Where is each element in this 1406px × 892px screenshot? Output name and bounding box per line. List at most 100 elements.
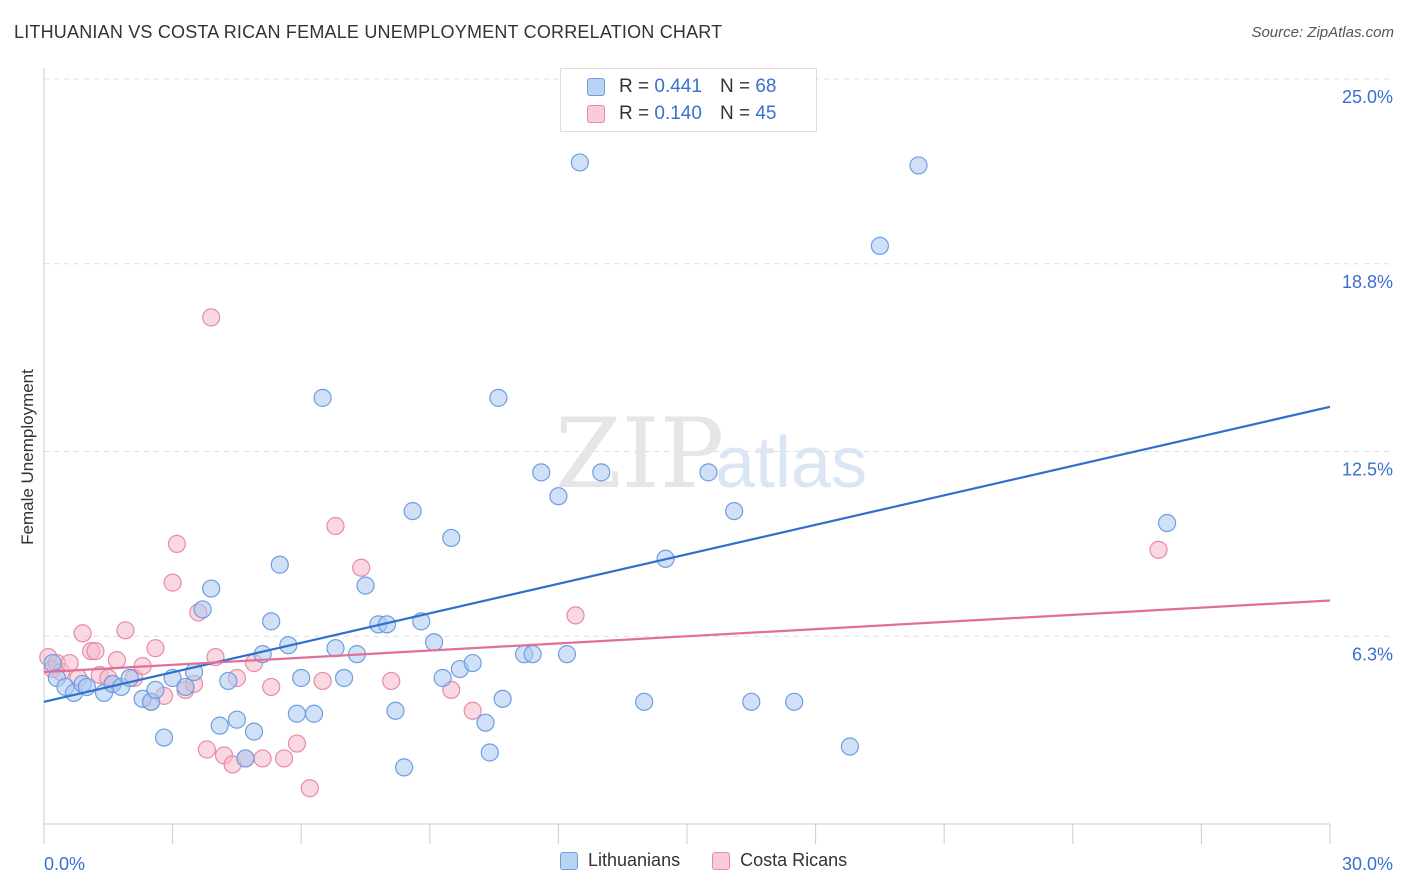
costa-ricans-point — [313, 671, 332, 691]
lithuanians-point — [356, 576, 375, 595]
lithuanians-point — [176, 677, 195, 697]
y-axis-label: Female Unemployment — [18, 369, 37, 545]
costa-ricans-points — [39, 308, 1168, 798]
costa-ricans-point — [326, 516, 345, 536]
lithuanians-point — [219, 671, 238, 691]
costa-ricans-point — [287, 734, 307, 753]
legend-r-value: 0.441 — [654, 76, 702, 97]
lithuanians-point — [334, 668, 354, 688]
lithuanians-point — [424, 633, 444, 652]
x-tick-label-min: 0.0% — [44, 854, 85, 874]
watermark-zip: ZIP — [555, 398, 724, 510]
lithuanians-point — [635, 692, 654, 711]
watermark-atlas: atlas — [715, 423, 867, 503]
lithuanians-point — [386, 701, 405, 720]
costa-ricans-point — [382, 671, 401, 691]
legend-swatch-pink — [587, 105, 605, 123]
legend-r-value: 0.140 — [654, 103, 702, 124]
lithuanians-point — [742, 692, 761, 711]
lithuanians-point — [909, 156, 928, 175]
watermark: ZIP atlas — [555, 398, 867, 510]
lithuanians-point — [785, 692, 804, 711]
lithuanians-trend-line — [43, 405, 1331, 703]
stats-legend: R = 0.441 N = 68 R = 0.140 N = 45 — [560, 68, 817, 132]
lithuanians-point — [262, 612, 281, 631]
lithuanians-point — [725, 502, 744, 521]
costa-ricans-point — [352, 558, 371, 577]
lithuanians-point — [193, 600, 212, 619]
lithuanians-point — [326, 639, 345, 658]
costa-ricans-point — [86, 642, 105, 661]
y-tick-label: 18.8% — [1342, 272, 1393, 292]
lithuanians-point — [570, 153, 589, 172]
legend-label-lithuanians: Lithuanians — [588, 850, 681, 870]
legend-row-lithuanians: R = 0.441 N = 68 — [587, 74, 776, 100]
legend-swatch-blue — [560, 851, 578, 870]
source-label: Source: ZipAtlas.com — [1251, 24, 1394, 41]
costa-ricans-point — [197, 740, 216, 759]
gridlines — [44, 78, 1394, 637]
legend-swatch-blue — [587, 78, 605, 96]
costa-ricans-point — [1149, 540, 1168, 559]
legend-n-value: 68 — [755, 76, 777, 97]
lithuanians-point — [202, 579, 221, 598]
costa-ricans-point — [167, 534, 186, 553]
axes — [43, 68, 1331, 844]
lithuanians-point — [840, 737, 859, 756]
costa-ricans-point — [202, 308, 221, 327]
y-tick-labels: 6.3% 12.5% 18.8% 25.0% — [1342, 87, 1393, 664]
lithuanians-point — [480, 743, 499, 762]
y-tick-label: 25.0% — [1342, 87, 1393, 107]
legend-r-label: R = — [619, 103, 650, 124]
lithuanians-point — [1158, 513, 1177, 533]
lithuanians-point — [304, 704, 324, 723]
series-legend: Lithuanians Costa Ricans — [560, 850, 879, 871]
costa-ricans-trend-line — [43, 599, 1331, 674]
costa-ricans-point — [463, 701, 482, 720]
legend-n-value: 45 — [755, 103, 777, 124]
lithuanians-point — [699, 463, 718, 482]
lithuanians-point — [236, 749, 255, 768]
lithuanians-point — [292, 668, 311, 688]
y-tick-label: 12.5% — [1342, 460, 1393, 480]
legend-swatch-pink — [712, 851, 731, 870]
lithuanians-point — [43, 653, 62, 673]
legend-item-lithuanians: Lithuanians — [560, 850, 680, 871]
lithuanians-point — [442, 528, 461, 548]
legend-item-costa-ricans: Costa Ricans — [712, 850, 847, 871]
lithuanians-point — [433, 668, 452, 688]
costa-ricans-point — [300, 779, 319, 798]
legend-n-label: N = — [719, 103, 751, 124]
lithuanians-point — [592, 463, 611, 482]
x-tick-label-max: 30.0% — [1342, 854, 1393, 874]
costa-ricans-point — [163, 573, 182, 592]
costa-ricans-point — [107, 650, 126, 670]
legend-row-costa-ricans: R = 0.140 N = 45 — [587, 101, 776, 127]
y-tick-label: 6.3% — [1352, 644, 1393, 664]
lithuanians-point — [557, 645, 577, 664]
lithuanians-point — [210, 716, 229, 735]
lithuanians-point — [532, 463, 551, 482]
costa-ricans-point — [116, 621, 135, 640]
trend-lines — [43, 405, 1331, 703]
lithuanians-point — [463, 653, 482, 673]
costa-ricans-point — [73, 624, 92, 643]
lithuanians-point — [870, 236, 890, 255]
costa-ricans-point — [253, 749, 272, 768]
lithuanians-point — [549, 487, 568, 506]
lithuanians-point — [287, 704, 307, 723]
lithuanians-point — [270, 555, 289, 574]
legend-n-label: N = — [719, 76, 751, 97]
lithuanians-point — [489, 388, 508, 407]
costa-ricans-point — [60, 653, 79, 673]
lithuanians-point — [244, 722, 264, 741]
lithuanians-point — [523, 645, 542, 664]
costa-ricans-point — [146, 639, 165, 658]
lithuanians-point — [394, 758, 414, 777]
lithuanians-point — [146, 680, 165, 700]
lithuanians-point — [154, 728, 174, 747]
lithuanians-point — [403, 502, 422, 521]
costa-ricans-point — [262, 677, 281, 697]
chart-title: LITHUANIAN VS COSTA RICAN FEMALE UNEMPLO… — [14, 22, 723, 42]
